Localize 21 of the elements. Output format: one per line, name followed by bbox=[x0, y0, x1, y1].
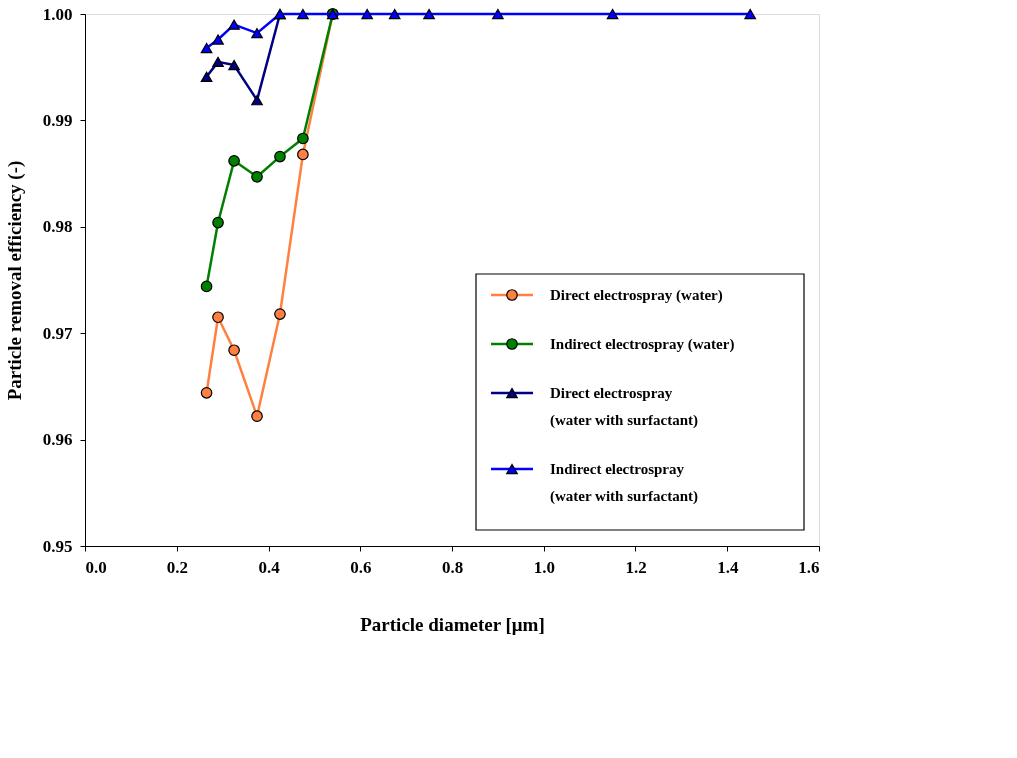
legend-label: Indirect electrospray (water) bbox=[550, 336, 735, 353]
y-tick-label: 0.99 bbox=[42, 110, 73, 130]
legend-label: Direct electrospray (water) bbox=[550, 287, 723, 304]
x-tick-label: 0.0 bbox=[85, 557, 107, 577]
x-tick-label: 0.8 bbox=[441, 557, 464, 577]
x-tick-label: 1.0 bbox=[533, 557, 555, 577]
y-tick-label: 0.96 bbox=[42, 430, 73, 450]
y-tick-label: 0.95 bbox=[42, 536, 73, 556]
x-tick-label: 0.4 bbox=[258, 557, 281, 577]
x-tick-label: 1.2 bbox=[625, 557, 647, 577]
y-tick-label: 0.97 bbox=[42, 323, 73, 343]
y-tick-label: 0.98 bbox=[42, 217, 73, 237]
x-tick-label: 0.2 bbox=[166, 557, 188, 577]
x-tick-label: 1.4 bbox=[717, 557, 739, 577]
x-tick-label: 1.6 bbox=[798, 557, 820, 577]
legend-label: Indirect electrospray (water with surfactant) bbox=[550, 461, 699, 505]
legend-label: Direct electrospray (water with surfactant) bbox=[550, 385, 699, 429]
y-tick-label: 1.00 bbox=[42, 4, 73, 24]
x-axis-title: Particle diameter [μm] bbox=[360, 613, 545, 635]
x-tick-label: 0.6 bbox=[350, 557, 372, 577]
y-axis-title: Particle removal efficiency (-) bbox=[3, 160, 26, 401]
